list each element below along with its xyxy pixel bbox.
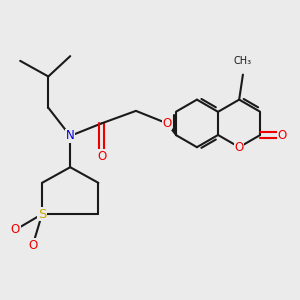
Text: O: O [235, 141, 244, 154]
Text: O: O [11, 223, 20, 236]
Text: O: O [97, 150, 106, 163]
Text: N: N [66, 129, 75, 142]
Text: S: S [38, 208, 46, 220]
Text: CH₃: CH₃ [234, 56, 252, 65]
Text: O: O [163, 117, 172, 130]
Text: O: O [28, 239, 37, 252]
Text: O: O [278, 129, 287, 142]
